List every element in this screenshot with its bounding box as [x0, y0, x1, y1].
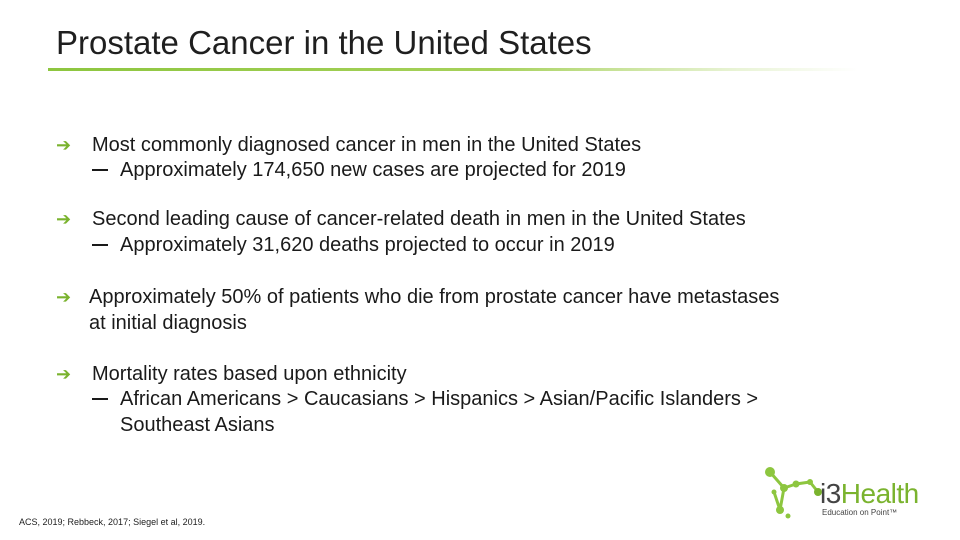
dash-icon	[92, 169, 108, 171]
bullet-text: Most commonly diagnosed cancer in men in…	[92, 134, 642, 156]
bullet-text-line-1: Approximately 50% of patients who die fr…	[89, 286, 780, 308]
bullet-text: Mortality rates based upon ethnicity	[92, 363, 407, 385]
arrow-right-icon: ➔	[56, 364, 72, 384]
sub-bullet-text-line-1: African Americans > Caucasians > Hispani…	[120, 388, 759, 410]
sub-bullet-text: Approximately 174,650 new cases are proj…	[120, 159, 626, 181]
page-title: Prostate Cancer in the United States	[56, 24, 592, 61]
arrow-right-icon: ➔	[56, 287, 72, 307]
bullet-text-line-2: at initial diagnosis	[89, 312, 247, 334]
i3health-logo-icon	[765, 467, 822, 519]
logo-brand-suffix: Health	[840, 478, 919, 509]
sub-bullet-text-line-2: Southeast Asians	[120, 414, 275, 436]
arrow-right-icon: ➔	[56, 209, 72, 229]
logo-wordmark: i3Health	[820, 478, 919, 510]
logo-brand-prefix: i3	[820, 478, 841, 509]
dash-icon	[92, 244, 108, 246]
sub-bullet-text: Approximately 31,620 deaths projected to…	[120, 234, 615, 256]
dash-icon	[92, 398, 108, 400]
title-underline	[48, 68, 858, 71]
arrow-right-icon: ➔	[56, 135, 72, 155]
citation: ACS, 2019; Rebbeck, 2017; Siegel et al, …	[19, 517, 206, 527]
logo-tagline: Education on Point™	[822, 508, 898, 517]
bullet-text: Second leading cause of cancer-related d…	[92, 208, 746, 230]
